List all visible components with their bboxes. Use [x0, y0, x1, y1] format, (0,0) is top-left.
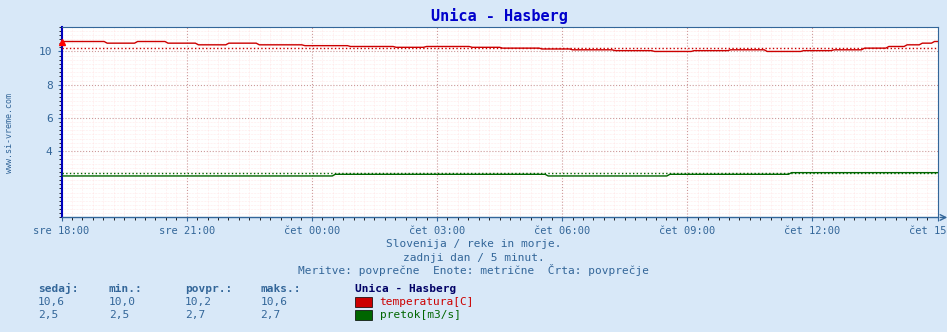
Text: pretok[m3/s]: pretok[m3/s]: [380, 310, 461, 320]
Text: 10,2: 10,2: [185, 297, 212, 307]
Text: min.:: min.:: [109, 284, 143, 294]
Text: www.si-vreme.com: www.si-vreme.com: [5, 93, 14, 173]
Text: temperatura[C]: temperatura[C]: [380, 297, 474, 307]
Text: Slovenija / reke in morje.: Slovenija / reke in morje.: [385, 239, 562, 249]
Text: 10,6: 10,6: [260, 297, 288, 307]
Title: Unica - Hasberg: Unica - Hasberg: [431, 8, 568, 24]
Text: 10,0: 10,0: [109, 297, 136, 307]
Text: Meritve: povprečne  Enote: metrične  Črta: povprečje: Meritve: povprečne Enote: metrične Črta:…: [298, 264, 649, 276]
Text: maks.:: maks.:: [260, 284, 301, 294]
Text: 2,7: 2,7: [185, 310, 205, 320]
Text: zadnji dan / 5 minut.: zadnji dan / 5 minut.: [402, 253, 545, 263]
Text: 10,6: 10,6: [38, 297, 65, 307]
Text: Unica - Hasberg: Unica - Hasberg: [355, 284, 456, 294]
Text: 2,5: 2,5: [109, 310, 129, 320]
Text: 2,7: 2,7: [260, 310, 280, 320]
Text: sedaj:: sedaj:: [38, 283, 79, 294]
Text: povpr.:: povpr.:: [185, 284, 232, 294]
Text: 2,5: 2,5: [38, 310, 58, 320]
